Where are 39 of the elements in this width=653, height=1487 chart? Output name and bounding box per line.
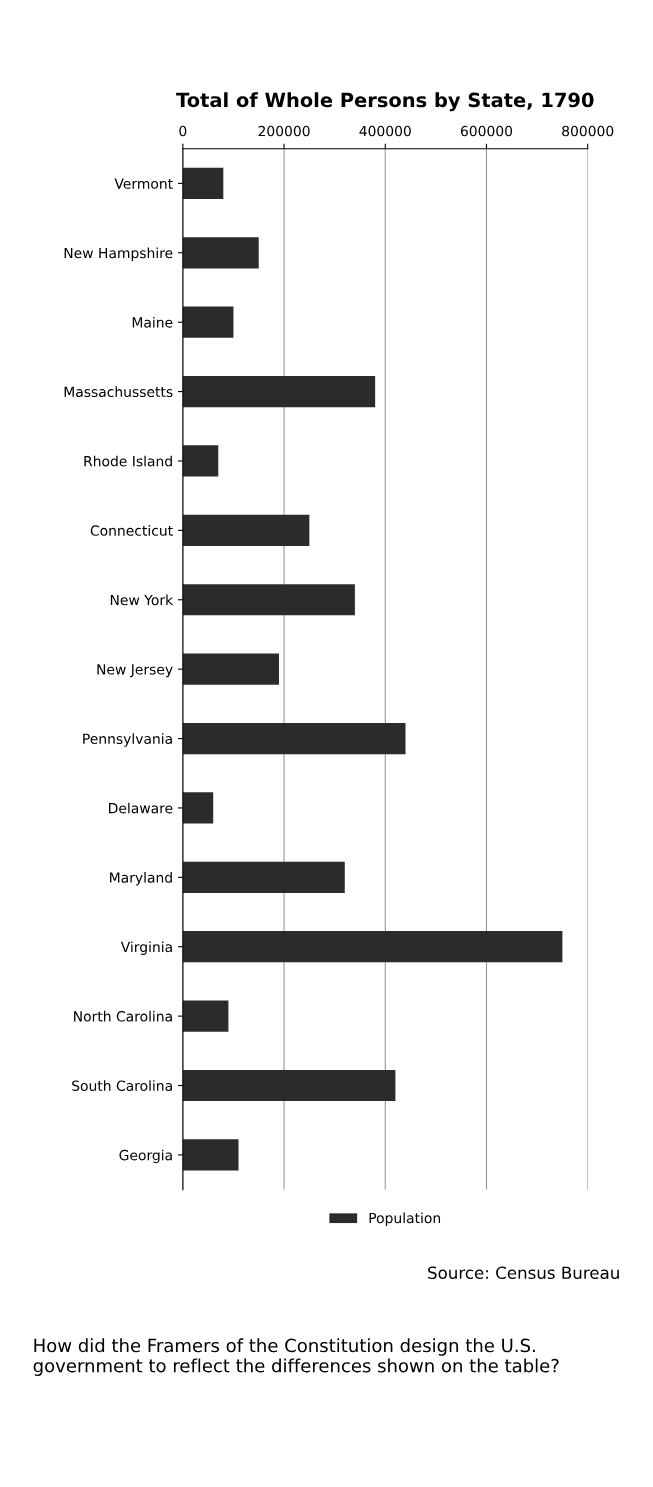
y-tick-label: North Carolina (74, 1010, 172, 1022)
y-tick-label: Maryland (110, 872, 172, 886)
y-tick-label: New York (110, 594, 174, 606)
y-tick-label: Maine (132, 316, 173, 328)
bar (182, 722, 406, 755)
bar (182, 1069, 396, 1102)
x-tick-label: 200000 (258, 125, 310, 137)
x-tick-label: 600000 (460, 125, 513, 137)
y-tick-label: South Carolina (72, 1080, 172, 1091)
x-tick-label: 400000 (359, 125, 411, 137)
y-tick-label: Virginia (120, 941, 172, 955)
bar (182, 167, 224, 200)
bar (182, 792, 214, 824)
source-note: Source: Census Bureau (428, 1266, 619, 1280)
bar (182, 1000, 229, 1032)
bar (182, 861, 345, 893)
bar (182, 375, 376, 408)
y-tick-label: Connecticut (90, 525, 173, 536)
y-tick-label: Pennsylvania (83, 733, 172, 747)
x-tick-label: 0 (179, 125, 187, 137)
y-tick-label: New Jersey (97, 664, 173, 678)
y-tick-label: Rhode Island (84, 455, 172, 467)
x-tick-label: 800000 (562, 125, 614, 137)
bar (182, 584, 355, 616)
text: How did the Framers of the Constitution design the U.S. government to reflect the differences shown on the table? (33, 1338, 559, 1376)
y-tick-label: Vermont (114, 178, 173, 189)
y-tick-label: Delaware (109, 802, 173, 814)
legend-label: Population (369, 1212, 441, 1226)
bar (182, 931, 563, 963)
bar (182, 306, 234, 338)
bar (182, 237, 259, 269)
bar (182, 1139, 239, 1171)
y-tick-label: New Hampshire (64, 247, 173, 261)
y-tick-label: Georgia (119, 1149, 172, 1164)
bar (182, 514, 310, 546)
bar (182, 445, 219, 477)
bar (182, 653, 279, 685)
chart-title: Total of Whole Persons by State, 1790 (176, 92, 594, 112)
y-tick-label: Massachussetts (64, 386, 173, 398)
